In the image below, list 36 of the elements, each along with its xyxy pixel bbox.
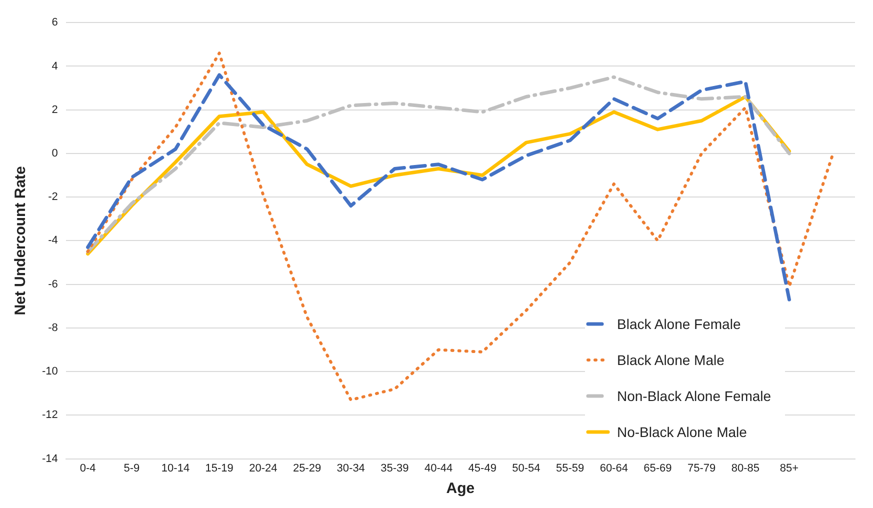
y-tick-label: 4 [52,60,58,72]
x-tick-label: 5-9 [124,462,140,474]
legend-label: No-Black Alone Male [617,424,747,440]
x-tick-label: 85+ [780,462,799,474]
line-series [86,52,835,402]
x-tick-label: 50-54 [512,462,540,474]
y-tick-label: 6 [52,16,58,29]
x-tick-label: 80-85 [731,462,760,474]
x-tick-label: 0-4 [80,462,96,474]
x-tick-label: 15-19 [205,462,234,474]
y-tick-label: 2 [52,104,58,116]
y-tick-label: -14 [42,452,58,465]
legend-label: Black Alone Female [617,316,741,332]
x-tick-label: 30-34 [336,462,365,474]
x-tick-label: 20-24 [249,462,278,474]
legend-label: Black Alone Male [617,352,724,368]
line-series [86,73,791,302]
y-axis-title: Net Undercount Rate [12,166,30,316]
legend-label: Non-Black Alone Female [617,388,772,404]
y-tick-label: -10 [42,366,58,378]
x-tick-label: 55-59 [556,462,584,474]
x-tick-label: 75-79 [687,462,716,474]
x-tick-label: 45-49 [468,462,496,474]
x-tick-label: 65-69 [644,462,672,474]
y-tick-label: -2 [48,191,58,204]
y-tick-label: 0 [52,147,58,160]
y-tick-label: -4 [48,234,58,247]
x-tick-label: 60-64 [600,462,628,474]
x-axis-title: Age [446,480,475,498]
x-tick-label: 40-44 [424,462,453,474]
x-tick-label: 10-14 [161,462,190,474]
y-tick-label: -6 [48,278,58,290]
x-tick-label: 25-29 [292,462,322,474]
x-tick-label: 35-39 [380,462,409,474]
y-tick-label: -12 [42,409,58,422]
y-tick-label: -8 [48,322,58,334]
